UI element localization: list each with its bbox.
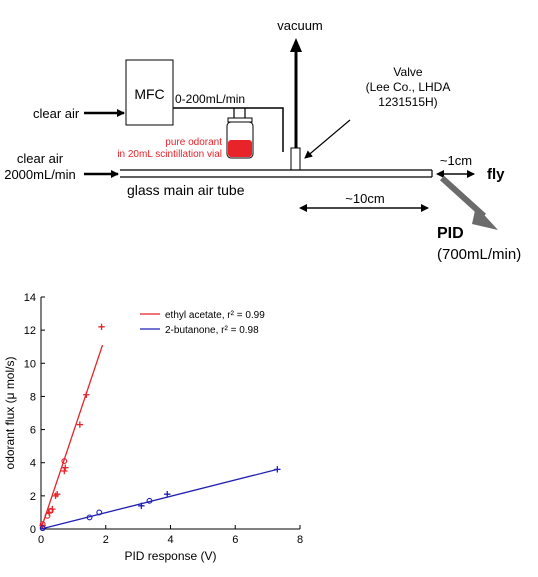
fit-line-series-0 (40, 344, 104, 530)
vacuum-arrow-icon (290, 38, 302, 52)
vial-label-line2: in 20mL scintillation vial (117, 149, 222, 160)
y-tick-label: 8 (30, 391, 36, 403)
data-point-plus (164, 491, 171, 498)
legend-label-series-1: 2-butanone, r² = 0.98 (165, 325, 259, 336)
data-point-circle (44, 512, 51, 519)
scintillation-vial (226, 117, 254, 159)
x-tick-label: 6 (232, 534, 238, 546)
y-tick-label: 10 (24, 358, 36, 370)
y-tick-label: 4 (30, 458, 36, 470)
data-point-plus (62, 464, 69, 471)
y-tick-label: 0 (30, 524, 36, 536)
valve-pointer-arrow (304, 119, 351, 159)
x-axis-label: PID response (V) (124, 549, 216, 563)
data-point-plus (138, 502, 145, 509)
y-tick-label: 14 (24, 292, 36, 304)
x-tick-label: 2 (103, 534, 109, 546)
pid-label: PID (437, 225, 464, 242)
pid-flow-label: (700mL/min) (437, 246, 521, 263)
data-point-plus (274, 466, 281, 473)
clear-air-top-label: clear air (33, 106, 80, 121)
data-point-plus (53, 491, 61, 498)
fit-line-series-1 (40, 468, 278, 530)
flow-range-label: 0-200mL/min (175, 92, 245, 106)
data-point-circle (39, 521, 46, 527)
x-tick-label: 0 (38, 534, 44, 546)
valve-label-line1: Valve (393, 65, 422, 79)
apparatus-diagram: vacuum MFC 0-200mL/min clear air pure od… (4, 18, 521, 263)
vacuum-label: vacuum (277, 18, 323, 33)
vial-label-line1: pure odorant (165, 137, 222, 148)
distance-1cm-label: ~1cm (440, 153, 472, 168)
mfc-label: MFC (134, 86, 164, 102)
clear-air-main-label-line1: clear air (17, 151, 64, 166)
mfc-output-line (173, 107, 284, 152)
data-point-circle (96, 509, 103, 516)
data-point-circle (146, 497, 153, 504)
legend-label-series-0: ethyl acetate, r² = 0.99 (165, 310, 265, 321)
mfc-box (125, 59, 174, 126)
odorant-liquid (228, 140, 252, 157)
y-axis-label: odorant flux (μ mol/s) (3, 357, 17, 470)
fly-label: fly (487, 166, 505, 183)
valve-label-line2: (Lee Co., LHDA (366, 80, 451, 94)
data-point-plus (98, 323, 105, 331)
tube-label: glass main air tube (127, 182, 245, 198)
data-point-plus (76, 421, 84, 428)
data-point-circle (86, 514, 93, 521)
clear-air-main-label-line2: 2000mL/min (4, 167, 76, 182)
data-point-circle (39, 525, 46, 532)
distance-10cm-label: ~10cm (345, 191, 384, 206)
data-point-circle (47, 507, 54, 514)
data-point-circle (61, 458, 68, 465)
data-point-plus (83, 391, 90, 398)
flux-vs-pid-chart: 0 2 4 6 8 0 2 4 6 8 10 12 14 PID response (V) odorant … (3, 292, 303, 563)
x-tick-label: 8 (297, 534, 303, 546)
y-tick-label: 6 (30, 425, 36, 437)
x-tick-label: 4 (167, 534, 173, 546)
y-tick-label: 2 (30, 491, 36, 503)
pid-arrow-icon (472, 206, 498, 230)
valve-box (290, 147, 301, 171)
y-tick-label: 12 (24, 325, 36, 337)
data-point-plus (61, 467, 68, 475)
valve-label-line3: 1231515H) (378, 95, 437, 109)
